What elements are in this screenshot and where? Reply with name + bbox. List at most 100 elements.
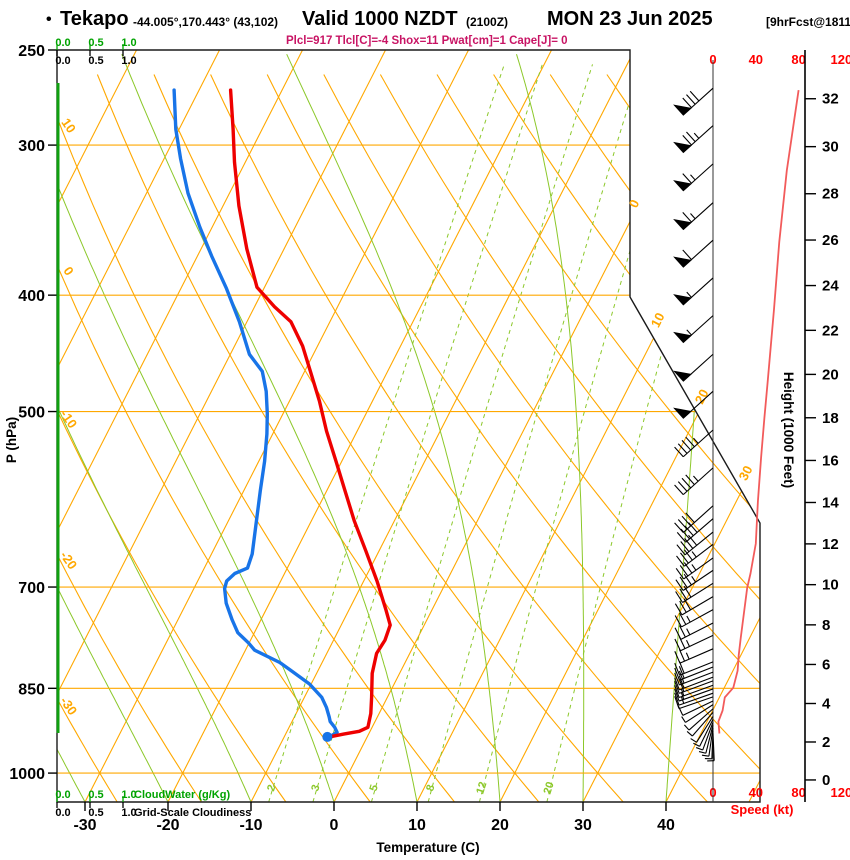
wind-barb — [679, 666, 714, 681]
wind-barb-half-feather — [698, 751, 706, 754]
wind-barb-feather — [674, 672, 680, 686]
dry-adiabat-label: -30 — [57, 694, 80, 718]
temperature-tick-label: 0 — [330, 817, 339, 834]
isotherm-line — [250, 50, 636, 802]
wind-barb-feather — [682, 173, 692, 184]
pressure-tick-label: 300 — [18, 138, 45, 155]
isotherm-label: 30 — [736, 463, 756, 483]
moist-adiabat-line — [57, 54, 335, 802]
wind-barb-feather — [683, 562, 693, 574]
valid-date: MON 23 Jun 2025 — [547, 8, 713, 30]
height-tick-label: 18 — [822, 410, 839, 427]
wind-barb-feather — [675, 591, 684, 603]
speed-tick-label-bottom: 40 — [749, 785, 763, 800]
cloudwater-scale-label-top: 1.0 — [121, 37, 136, 49]
pressure-tick-label: 250 — [18, 43, 45, 60]
wind-barb — [678, 692, 714, 706]
isotherm-line — [416, 50, 760, 802]
mixing-ratio-label: 20 — [542, 780, 557, 795]
moist-adiabat-line — [516, 54, 585, 802]
wind-barb-half-feather — [686, 291, 692, 298]
wind-barb-feather — [674, 484, 684, 495]
dry-adiabat-line — [96, 74, 540, 802]
cloudwater-axis-title: CloudWater (g/Kg) — [134, 789, 230, 801]
temperature-tick-label: -10 — [239, 817, 262, 834]
wind-barb-feather — [678, 661, 685, 674]
wind-barb-feather — [674, 692, 680, 706]
dry-adiabat-label: 10 — [58, 115, 79, 135]
mixing-ratio-label: 5 — [368, 783, 381, 793]
pressure-tick-label: 700 — [18, 580, 45, 597]
wind-barb-feather — [678, 675, 685, 689]
height-tick-label: 24 — [822, 278, 839, 295]
height-tick-label: 8 — [822, 617, 830, 634]
wind-barb-half-feather — [686, 329, 692, 336]
wind-barb-feather — [688, 534, 698, 546]
station-coordinates: -44.005°,170.443° (43,102) — [133, 15, 279, 29]
cloudwater-scale-label-bottom: 0.0 — [55, 789, 70, 801]
moist-adiabat-line — [57, 54, 252, 802]
temperature-axis-title: Temperature (C) — [376, 840, 479, 855]
wind-barb — [678, 696, 714, 710]
wind-barb-feather — [674, 667, 681, 681]
dry-adiabat-line — [266, 74, 760, 802]
isotherm-label: 10 — [648, 310, 668, 330]
wind-barb-feather — [682, 134, 692, 146]
speed-tick-label-top: 80 — [791, 52, 805, 67]
isotherm-line — [57, 50, 138, 802]
height-tick-label: 6 — [822, 656, 830, 673]
station-name: Tekapo — [60, 8, 129, 30]
background-grid — [57, 50, 850, 803]
pressure-tick-label: 1000 — [9, 766, 45, 783]
wind-barb-pennant — [673, 256, 692, 268]
wind-barb — [678, 684, 714, 699]
mixing-ratio-line — [370, 64, 593, 802]
wind-barb-feather — [679, 576, 688, 589]
wind-barb-feather — [680, 528, 690, 540]
pressure-tick-label: 850 — [18, 681, 45, 698]
wind-barb-pennant — [673, 104, 692, 116]
wind-barb — [702, 721, 714, 751]
wind-barb — [682, 505, 714, 533]
wind-barb-feather — [684, 525, 694, 537]
wind-barb-feather — [674, 688, 680, 702]
wind-barb-half-feather — [681, 716, 686, 723]
wind-barb-feather — [676, 555, 685, 567]
isotherm-line — [57, 50, 221, 802]
wind-barb-half-feather — [693, 742, 700, 747]
valid-time: Valid 1000 NZDT — [302, 8, 458, 30]
dry-adiabat-line — [436, 74, 760, 802]
wind-barb-half-feather — [693, 437, 699, 444]
wind-barb-pennant — [673, 294, 692, 306]
wind-barb — [681, 609, 714, 628]
wind-barb — [712, 732, 715, 761]
wind-barb-feather — [684, 549, 693, 561]
wind-barb-half-feather — [691, 576, 697, 583]
height-tick-label: 28 — [822, 186, 839, 203]
wind-barb-feather — [674, 663, 681, 676]
mixing-ratio-line — [312, 64, 543, 802]
dry-adiabat-line — [153, 74, 624, 802]
mixing-ratio-label: 8 — [424, 783, 437, 793]
wind-barb-feather — [683, 573, 692, 586]
moist-adiabat-line — [57, 54, 169, 802]
wind-barb — [684, 531, 714, 556]
temperature-tick-label: -20 — [156, 817, 179, 834]
wind-barb — [678, 688, 714, 702]
wind-barb-feather — [686, 131, 696, 143]
height-tick-label: 20 — [822, 366, 839, 383]
isotherm-line — [57, 50, 304, 802]
wind-barb — [679, 648, 714, 664]
wind-barb-feather — [676, 532, 687, 543]
wind-barb-feather — [681, 440, 692, 451]
pressure-axis-title: P (hPa) — [4, 417, 19, 463]
height-tick-label: 2 — [822, 734, 830, 751]
speed-tick-label-bottom: 120 — [831, 785, 850, 800]
wind-barb — [685, 704, 714, 723]
wind-barb-half-feather — [686, 731, 693, 737]
cloudwater-scale-label-bottom: 0.5 — [88, 789, 103, 801]
speed-tick-label-bottom: 80 — [791, 785, 805, 800]
dry-adiabat-line — [833, 75, 850, 803]
wind-barb — [679, 680, 714, 694]
height-tick-label: 30 — [822, 139, 839, 156]
